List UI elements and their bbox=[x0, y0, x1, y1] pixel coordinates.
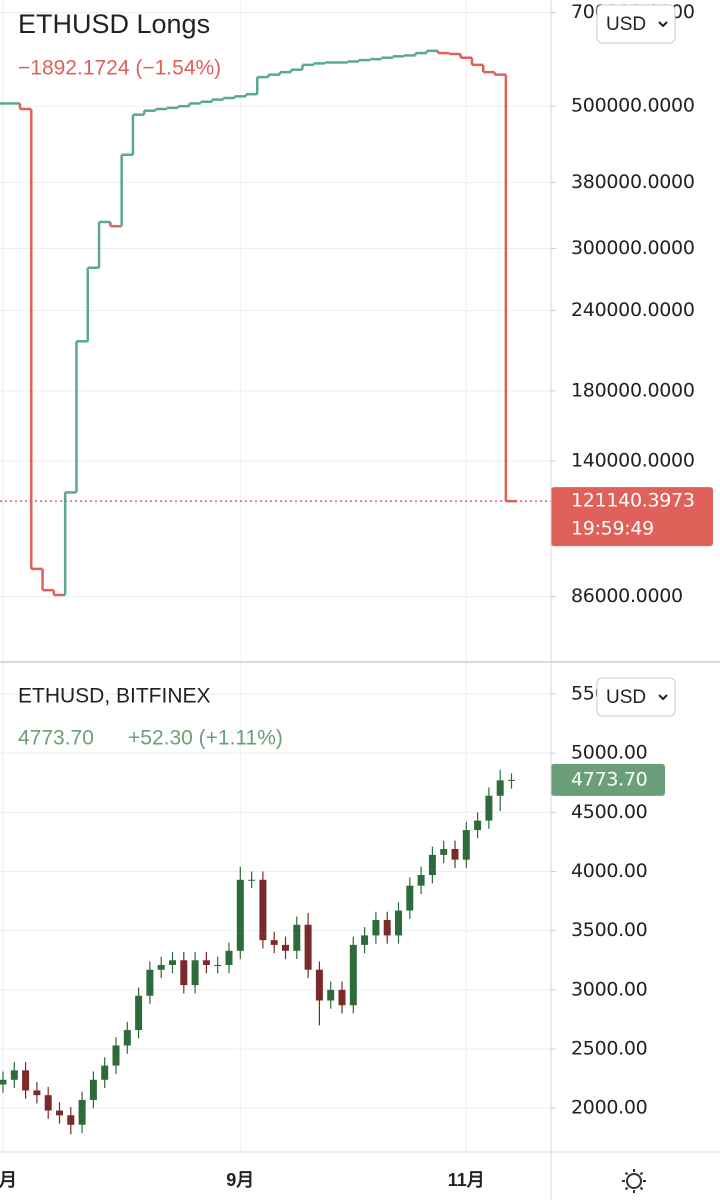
x-tick-label: 11月 bbox=[448, 1170, 485, 1190]
candle-body bbox=[474, 820, 482, 831]
change: +52.30 (+1.11%) bbox=[128, 727, 283, 750]
candle-body bbox=[451, 849, 459, 860]
x-tick-label: 7月 bbox=[0, 1170, 17, 1190]
change: −1892.1724 (−1.54%) bbox=[18, 57, 221, 80]
price-tag-label: 4773.70 bbox=[571, 768, 647, 790]
price-tag-label: 121140.3973 bbox=[571, 490, 695, 512]
candle-body bbox=[315, 969, 323, 1001]
y-tick-label: 300000.0000 bbox=[571, 237, 695, 259]
candle-body bbox=[89, 1079, 97, 1100]
candle-body bbox=[180, 960, 188, 986]
candle-body bbox=[338, 989, 346, 1006]
candle-body bbox=[78, 1099, 86, 1125]
y-tick-label: 5000.00 bbox=[571, 742, 647, 764]
candle-body bbox=[383, 920, 391, 936]
grid bbox=[0, 0, 556, 1152]
y-tick-label: 380000.0000 bbox=[571, 171, 695, 193]
candle-body bbox=[304, 924, 312, 970]
y-tick-label: 2500.00 bbox=[571, 1038, 647, 1060]
candle-body bbox=[135, 995, 143, 1031]
y-tick-label: 2000.00 bbox=[571, 1097, 647, 1119]
y-tick-label: 4500.00 bbox=[571, 801, 647, 823]
y-tick-label: 86000.0000 bbox=[571, 585, 683, 607]
candle-body bbox=[191, 960, 199, 986]
candle-body bbox=[225, 950, 233, 965]
candle-body bbox=[101, 1065, 109, 1080]
candle-body bbox=[259, 879, 267, 941]
currency-button[interactable]: USD bbox=[596, 677, 676, 717]
y-tick-label: 140000.0000 bbox=[571, 449, 695, 471]
marks bbox=[0, 49, 551, 1135]
chart-title: ETHUSD, BITFINEX bbox=[18, 685, 211, 708]
chevron bbox=[658, 694, 668, 701]
y-tick-label: 4000.00 bbox=[571, 860, 647, 882]
price-tag bbox=[551, 763, 665, 796]
chart-title: ETHUSD Longs bbox=[18, 9, 210, 39]
x-tick-label: 9月 bbox=[226, 1170, 254, 1190]
price-tag-time: 19:59:49 bbox=[571, 518, 654, 540]
button-box bbox=[596, 4, 676, 44]
candle-body bbox=[485, 795, 493, 821]
candle-body bbox=[293, 924, 301, 951]
candle-body bbox=[395, 910, 402, 936]
candle-body bbox=[22, 1070, 30, 1091]
y-tick-label: 180000.0000 bbox=[571, 379, 695, 401]
candle-body bbox=[0, 1079, 7, 1085]
candle-body bbox=[428, 854, 436, 876]
candle-body bbox=[112, 1045, 120, 1066]
button-box bbox=[596, 677, 676, 717]
candle-body bbox=[496, 780, 504, 796]
settings-icon[interactable] bbox=[622, 1169, 646, 1193]
candle-body bbox=[417, 875, 425, 886]
candle-body bbox=[157, 964, 165, 970]
candle-body bbox=[508, 779, 515, 781]
candle-body bbox=[67, 1115, 75, 1125]
candle-body bbox=[361, 935, 369, 945]
y-tick-label: 3500.00 bbox=[571, 919, 647, 941]
candle-body bbox=[33, 1090, 41, 1096]
candle-body bbox=[56, 1110, 63, 1116]
button-label: USD bbox=[606, 14, 646, 35]
price-tag bbox=[551, 487, 713, 547]
button-label: USD bbox=[606, 687, 646, 708]
currency-button[interactable]: USD bbox=[596, 4, 676, 44]
candle-body bbox=[169, 960, 176, 965]
candle-body bbox=[214, 964, 222, 966]
chevron bbox=[658, 21, 668, 28]
candle-body bbox=[202, 960, 210, 965]
y-tick-label: 500000.0000 bbox=[571, 95, 695, 117]
candle-body bbox=[372, 920, 380, 936]
candle-body bbox=[327, 989, 335, 1001]
y-tick-label: 240000.0000 bbox=[571, 299, 695, 321]
candle-body bbox=[349, 944, 357, 1006]
candle-body bbox=[146, 969, 154, 996]
candle-body bbox=[406, 885, 414, 911]
candle-body bbox=[270, 940, 278, 945]
candle-body bbox=[462, 830, 470, 860]
candle-body bbox=[236, 879, 244, 951]
candle-body bbox=[44, 1095, 52, 1111]
y-tick-label: 3000.00 bbox=[571, 978, 647, 1000]
candle-body bbox=[123, 1030, 131, 1046]
candle-body bbox=[248, 879, 256, 881]
candle-body bbox=[440, 849, 448, 855]
candle-body bbox=[10, 1070, 18, 1080]
price: 4773.70 bbox=[18, 727, 94, 750]
candle-body bbox=[282, 944, 289, 951]
